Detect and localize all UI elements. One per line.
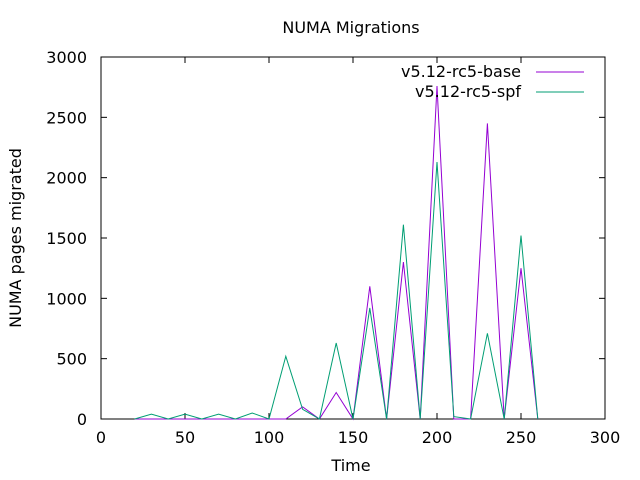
y-axis-title: NUMA pages migrated [6, 148, 25, 328]
x-tick-label: 250 [506, 428, 537, 447]
x-axis: 0 50 100 150 200 250 300 [96, 57, 620, 447]
y-tick-label: 500 [56, 350, 87, 369]
x-tick-label: 50 [175, 428, 195, 447]
series-line-v5-12-rc5-spf [134, 161, 539, 420]
x-tick-label: 100 [254, 428, 285, 447]
y-tick-label: 1000 [46, 289, 87, 308]
y-tick-label: 1500 [46, 229, 87, 248]
y-tick-label: 0 [77, 410, 87, 429]
series-layer [134, 85, 539, 421]
chart-title: NUMA Migrations [282, 18, 419, 37]
x-axis-title: Time [330, 456, 370, 475]
x-tick-label: 150 [338, 428, 369, 447]
x-tick-label: 0 [96, 428, 106, 447]
x-tick-label: 200 [422, 428, 453, 447]
legend-label-base: v5.12-rc5-base [401, 62, 521, 81]
x-tick-label: 300 [590, 428, 621, 447]
y-tick-label: 2000 [46, 169, 87, 188]
y-tick-label: 3000 [46, 48, 87, 67]
legend-label-spf: v5.12-rc5-spf [415, 82, 521, 101]
y-axis: 0 500 1000 1500 2000 2500 3000 [46, 48, 605, 429]
legend: v5.12-rc5-base v5.12-rc5-spf [401, 62, 584, 101]
plot-frame [100, 56, 606, 420]
y-tick-label: 2500 [46, 108, 87, 127]
series-line-v5-12-rc5-base [134, 85, 539, 421]
